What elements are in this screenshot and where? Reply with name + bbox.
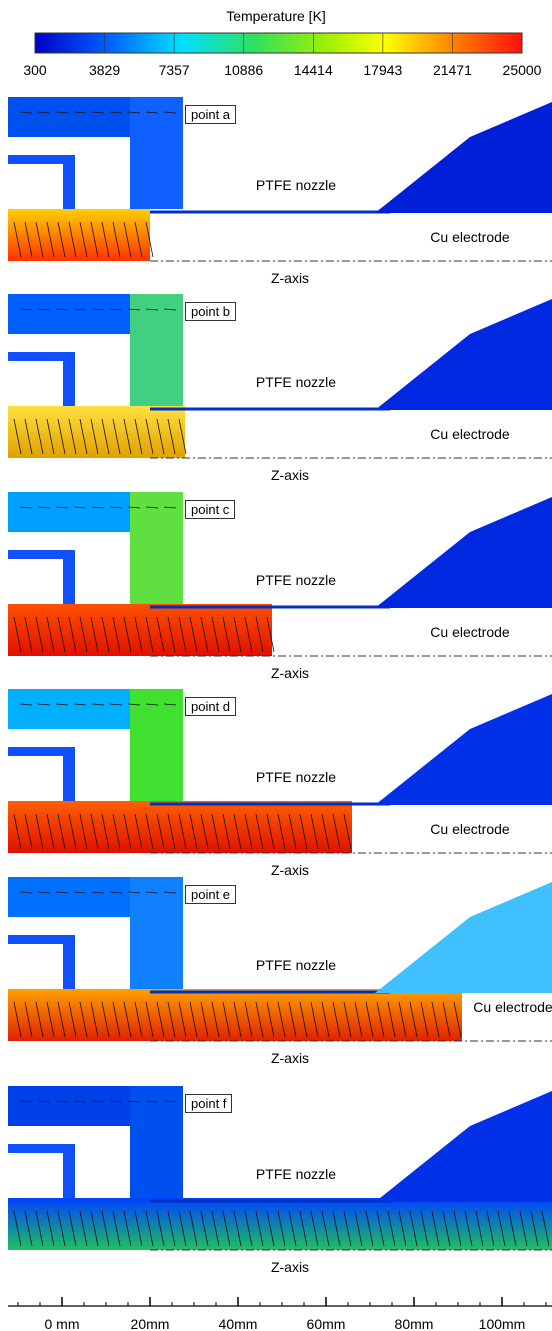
colorbar [35,33,522,53]
panel-label: point f [185,1094,232,1113]
axis-label: Z-axis [271,270,309,286]
nozzle-outlet-region [375,882,552,993]
arc-region [8,604,272,656]
electrode-arm [63,1144,75,1200]
electrode-label: Cu electrode [430,821,509,837]
nozzle-outlet-region [375,299,552,410]
colorbar-tick-label: 300 [23,62,46,78]
nozzle-label: PTFE nozzle [256,572,336,588]
nozzle-outlet-region [375,694,552,805]
arc-region [8,1198,552,1250]
nozzle-label: PTFE nozzle [256,1166,336,1182]
electrode-label: Cu electrode [430,426,509,442]
scale-label: 80mm [395,1316,434,1331]
vertical-channel [130,877,183,989]
panel-label: point a [185,105,236,124]
colorbar-title: Temperature [K] [226,8,326,24]
scale-label: 100mm [479,1316,526,1331]
arc-region [8,209,150,261]
electrode-arm [63,155,75,211]
scale-label: 40mm [219,1316,258,1331]
panel-label: point d [185,697,236,716]
electrode-arm [63,935,75,991]
vertical-channel [130,1086,183,1198]
electrode-label: Cu electrode [430,229,509,245]
arc-region [8,801,352,853]
electrode-arm [63,747,75,803]
colorbar-tick-label: 14414 [294,62,333,78]
vertical-channel [130,294,183,406]
nozzle-outlet-region [375,497,552,608]
panel-label: point b [185,302,236,321]
colorbar-tick-label: 25000 [503,62,542,78]
nozzle-label: PTFE nozzle [256,769,336,785]
colorbar-tick-label: 10886 [224,62,263,78]
vertical-channel [130,492,183,604]
nozzle-label: PTFE nozzle [256,957,336,973]
nozzle-outlet-region [375,102,552,213]
axis-label: Z-axis [271,862,309,878]
panel-label: point e [185,885,236,904]
axis-label: Z-axis [271,665,309,681]
electrode-label: Cu electrode [430,624,509,640]
colorbar-tick-label: 17943 [363,62,402,78]
panel-label: point c [185,500,235,519]
vertical-channel [130,689,183,801]
figure: Temperature [K] 300 3829 7357 10886 14414 1794… [0,0,552,1331]
electrode-arm [63,550,75,606]
vertical-channel [130,97,183,209]
colorbar-tick-label: 21471 [433,62,472,78]
electrode-label: Cu electrode [473,999,552,1015]
nozzle-label: PTFE nozzle [256,177,336,193]
scale-label: 20mm [131,1316,170,1331]
arc-region [8,406,185,458]
nozzle-label: PTFE nozzle [256,374,336,390]
electrode-arm [63,352,75,408]
scale-label: 60mm [307,1316,346,1331]
axis-label: Z-axis [271,1259,309,1275]
colorbar-tick-label: 3829 [89,62,120,78]
scale-label: 0 mm [45,1316,80,1331]
colorbar-tick-label: 7357 [159,62,190,78]
nozzle-outlet-region [375,1091,552,1202]
axis-label: Z-axis [271,1050,309,1066]
axis-label: Z-axis [271,467,309,483]
